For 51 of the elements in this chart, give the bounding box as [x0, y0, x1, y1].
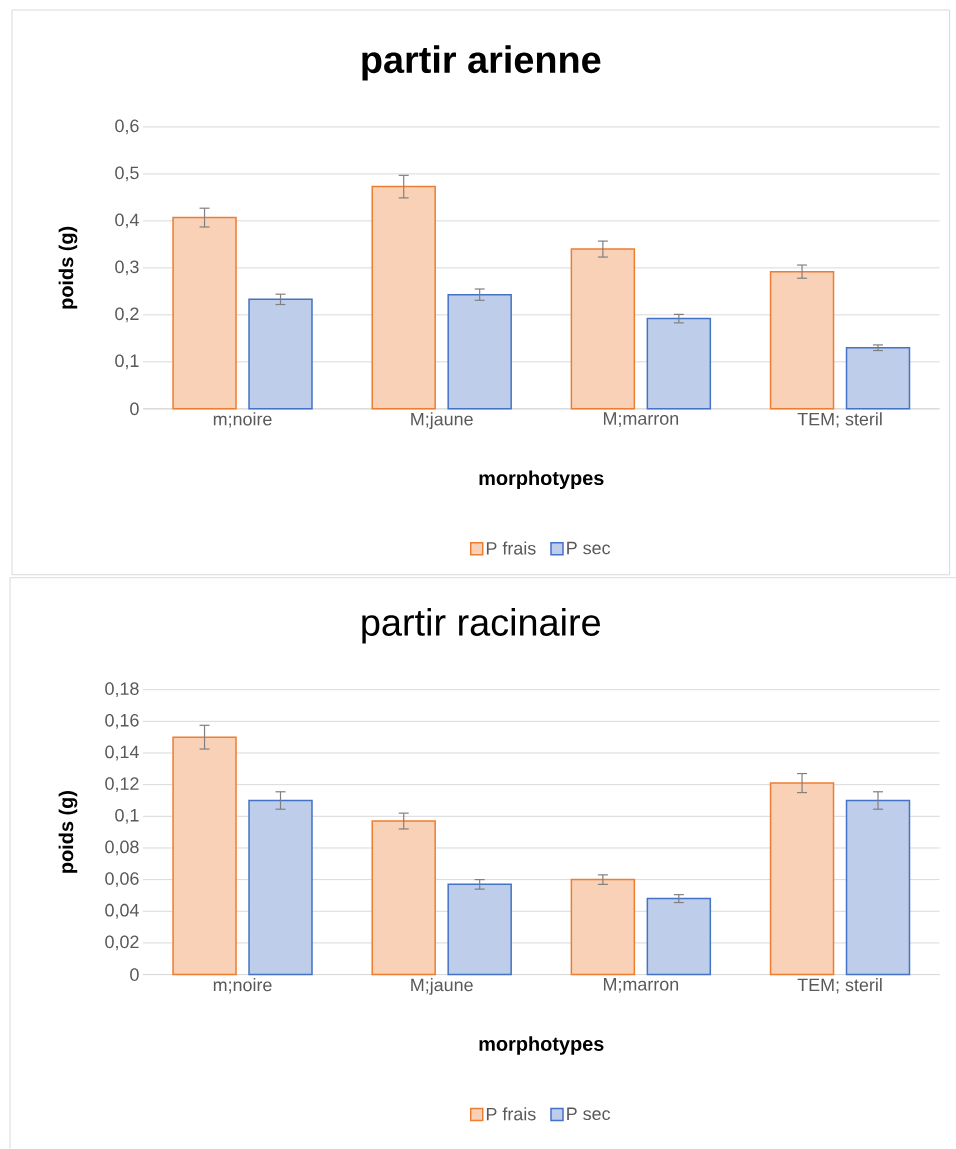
- bar: [172, 216, 237, 410]
- chart-title: partir arienne: [362, 45, 601, 81]
- x-tick-label: M;marron: [603, 978, 679, 993]
- bar: [570, 878, 636, 976]
- x-axis-title: morphotypes: [479, 470, 604, 490]
- y-tick-label: 0,18: [105, 682, 139, 698]
- x-axis-title: morphotypes: [479, 1036, 604, 1055]
- bar: [646, 897, 712, 976]
- y-tick-label: 0,14: [105, 745, 139, 761]
- bar: [769, 270, 835, 410]
- y-axis-title: poids (g): [58, 226, 78, 309]
- bar: [371, 820, 436, 976]
- x-tick-label: M;jaune: [411, 978, 473, 995]
- bar: [845, 346, 911, 410]
- bar: [172, 736, 237, 976]
- legend-label: P frais: [486, 541, 536, 555]
- legend-label: P frais: [486, 1107, 536, 1121]
- y-tick-label: 0,1: [115, 808, 139, 824]
- y-tick-label: 0,1: [115, 354, 139, 370]
- bar: [447, 883, 512, 976]
- y-tick-label: 0,12: [105, 777, 139, 793]
- y-tick-label: 0,5: [115, 166, 139, 182]
- y-tick-label: 0,06: [105, 872, 139, 888]
- x-tick-label: M;jaune: [411, 412, 473, 430]
- y-tick-label: 0: [130, 968, 139, 981]
- y-tick-label: 0: [130, 402, 139, 416]
- y-tick-label: 0,16: [105, 713, 139, 729]
- x-tick-label: m;noire: [213, 412, 272, 428]
- bar: [371, 185, 436, 410]
- y-axis-title: poids (g): [58, 791, 78, 873]
- legend-label: P sec: [567, 541, 611, 555]
- bar: [447, 293, 512, 410]
- y-tick-label: 0,2: [115, 307, 139, 323]
- x-tick-label: m;noire: [213, 978, 272, 994]
- x-tick-label: TEM; steril: [797, 412, 882, 428]
- bar: [570, 248, 636, 410]
- chart-title: partir racinaire: [362, 608, 600, 644]
- bar: [845, 799, 911, 976]
- x-tick-label: TEM; steril: [797, 978, 882, 994]
- y-tick-label: 0,6: [115, 119, 139, 135]
- legend-label: P sec: [567, 1107, 611, 1121]
- bar: [248, 799, 313, 976]
- y-tick-label: 0,4: [115, 213, 139, 229]
- bar: [769, 782, 835, 976]
- bar: [646, 317, 712, 410]
- bar: [248, 298, 313, 410]
- y-tick-label: 0,04: [105, 903, 139, 919]
- y-tick-label: 0,08: [105, 840, 139, 856]
- x-tick-label: M;marron: [603, 412, 679, 427]
- y-tick-label: 0,02: [105, 935, 139, 951]
- y-tick-label: 0,3: [115, 260, 139, 276]
